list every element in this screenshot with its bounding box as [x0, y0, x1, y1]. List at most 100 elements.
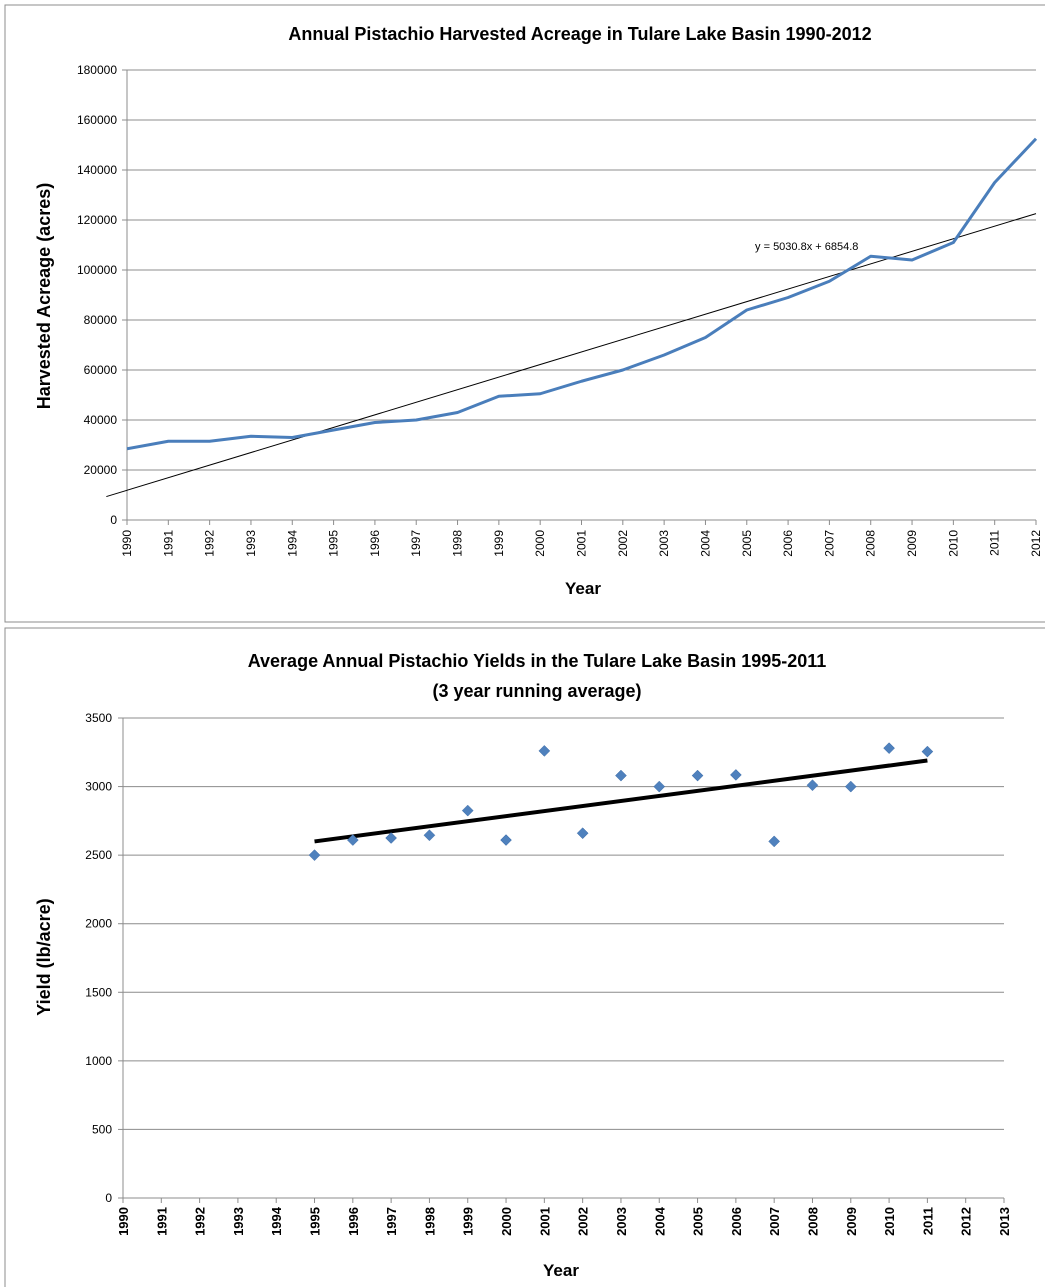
chart2-x-tick-label: 2006: [729, 1207, 744, 1236]
chart2-x-tick-label: 2000: [499, 1207, 514, 1236]
chart2-x-tick-label: 2012: [959, 1207, 974, 1236]
chart1-y-tick-label: 180000: [77, 63, 117, 77]
chart2-subtitle: (3 year running average): [432, 681, 641, 701]
chart1-title: Annual Pistachio Harvested Acreage in Tu…: [288, 24, 871, 44]
chart2-data-point: [615, 769, 627, 782]
chart2-data-point: [538, 745, 551, 757]
chart2-trendline: [314, 758, 928, 844]
chart2-data-point: [385, 832, 397, 844]
chart2-title: Average Annual Pistachio Yields in the T…: [248, 651, 827, 671]
chart1-y-axis-label: Harvested Acreage (acres): [34, 183, 54, 409]
chart1-y-tick-labels: 0 20000 40000 60000 80000 100000 120000 140000 1…: [77, 63, 127, 527]
chart1-x-tick-label: 2010: [946, 530, 960, 557]
chart2-x-tick-label: 2003: [614, 1207, 629, 1236]
chart2-x-tick-label: 2009: [844, 1207, 859, 1236]
chart1-x-axis-label: Year: [565, 579, 601, 598]
chart2-gridlines: [123, 717, 1004, 1130]
chart1-trendline: [106, 213, 1037, 498]
chart1-x-tick-label: 1998: [451, 530, 465, 557]
chart2-x-tick-label: 2005: [691, 1207, 706, 1236]
chart2-x-tick-label: 1990: [116, 1207, 131, 1236]
chart2-data-point: [423, 829, 436, 842]
chart2-y-tick-label: 3500: [85, 711, 112, 725]
chart2-x-tick-label: 1997: [384, 1207, 399, 1236]
chart1-y-tick-label: 100000: [77, 263, 117, 277]
chart1-y-tick-label: 60000: [84, 363, 118, 377]
chart1-x-tick-label: 1992: [203, 530, 217, 557]
chart1-x-tick-label: 1990: [120, 530, 134, 557]
chart2-x-tick-label: 1999: [461, 1207, 476, 1236]
chart2-frame: [4, 627, 1045, 1287]
chart2-x-tick-label: 2010: [882, 1207, 897, 1236]
chart2-x-axis-label: Year: [543, 1261, 579, 1280]
chart2-data-point: [921, 745, 934, 758]
chart1-y-tick-label: 160000: [77, 113, 117, 127]
chart2-data-point: [730, 769, 742, 781]
chart1-x-tick-label: 1997: [409, 530, 423, 557]
chart1-frame: [4, 4, 1045, 623]
chart1-x-tick-label: 2012: [1029, 530, 1043, 557]
chart2-data-point: [883, 742, 895, 755]
chart2-data-point: [308, 849, 321, 861]
chart2-x-tick-label: 2002: [576, 1207, 591, 1236]
chart2-x-tick-label: 2011: [920, 1207, 935, 1235]
chart2-data-points: [308, 742, 934, 861]
chart1-gridlines: [127, 69, 1036, 471]
chart1-x-tick-label: 2006: [781, 530, 795, 557]
chart2-data-point: [346, 834, 359, 846]
chart1-x-tick-label: 2007: [822, 530, 836, 557]
chart1-x-tick-label: 1996: [368, 530, 382, 557]
chart2-x-tick-label: 2001: [537, 1207, 552, 1236]
chart2-x-tick-label: 1993: [231, 1207, 246, 1236]
chart1-y-tick-label: 80000: [84, 313, 118, 327]
chart2-data-point: [461, 804, 474, 817]
chart1-trendline-equation: y = 5030.8x + 6854.8: [755, 241, 858, 253]
chart1-x-tick-label: 2005: [740, 530, 754, 557]
chart1-x-tick-label: 2002: [616, 530, 630, 557]
chart2-y-tick-label: 2500: [85, 848, 112, 862]
chart2-x-tick-label: 2004: [652, 1206, 667, 1236]
chart2-y-tick-label: 3000: [85, 780, 112, 794]
chart2-data-point: [500, 834, 512, 846]
chart2-data-point: [768, 835, 781, 848]
chart2-x-tick-label: 1996: [346, 1207, 361, 1236]
chart1-x-tick-label: 1999: [492, 530, 506, 557]
chart1-x-tick-labels: 1990 1991 1992 1993 1994 1995 1996 1997 1998 1999…: [120, 520, 1043, 557]
chart1-x-tick-label: 1994: [285, 530, 299, 557]
chart1-x-tick-label: 1991: [161, 530, 175, 557]
chart2-data-point: [844, 780, 857, 793]
chart2-y-tick-label: 500: [92, 1122, 112, 1136]
chart1-x-tick-label: 1995: [327, 530, 341, 557]
chart2-data-point: [806, 779, 819, 792]
chart1-y-tick-label: 40000: [84, 413, 118, 427]
chart1-x-tick-label: 2009: [905, 530, 919, 557]
chart1-x-tick-label: 2000: [533, 530, 547, 557]
chart2-x-tick-label: 1995: [308, 1207, 323, 1236]
chart2-y-tick-label: 0: [105, 1191, 112, 1205]
chart1-y-tick-label: 0: [110, 513, 117, 527]
chart1-x-tick-label: 2004: [698, 530, 712, 557]
chart1-x-tick-label: 1993: [244, 530, 258, 557]
chart1-x-tick-label: 2001: [575, 530, 589, 557]
chart2-y-tick-label: 2000: [85, 917, 112, 931]
chart2-y-tick-label: 1500: [85, 985, 112, 999]
chart2-y-tick-label: 1000: [85, 1054, 112, 1068]
chart2-x-tick-label: 1998: [422, 1207, 437, 1236]
chart2-y-axis-label: Yield (lb/acre): [34, 898, 54, 1015]
chart1-y-tick-label: 140000: [77, 163, 117, 177]
chart1-x-tick-label: 2011: [988, 530, 1002, 556]
chart2-data-point: [691, 769, 704, 782]
chart1-x-tick-label: 2008: [864, 530, 878, 557]
chart1-y-tick-label: 20000: [84, 463, 118, 477]
chart2-x-tick-labels: 1990 1991 1992 1993 1994 1995 1996 1997 1998 1999…: [116, 1198, 1012, 1236]
chart1-y-tick-label: 120000: [77, 213, 117, 227]
chart1-x-tick-label: 2003: [657, 530, 671, 557]
chart2-x-tick-label: 1991: [154, 1207, 169, 1236]
chart2-x-tick-label: 1992: [193, 1207, 208, 1236]
chart2-x-tick-label: 2013: [997, 1207, 1012, 1236]
chart2-x-tick-label: 2007: [767, 1207, 782, 1236]
chart2-x-tick-label: 2008: [805, 1207, 820, 1236]
chart2-data-point: [653, 780, 666, 793]
chart1-series-line: [126, 137, 1038, 451]
